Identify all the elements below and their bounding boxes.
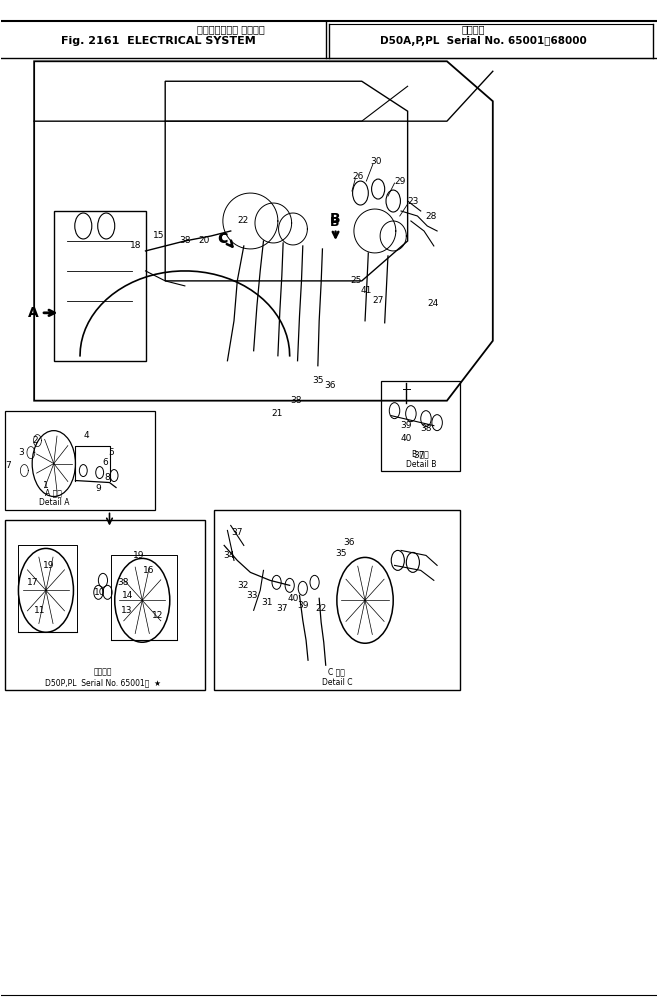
Text: 35: 35 <box>312 376 324 385</box>
Text: B 詳細
Detail B: B 詳細 Detail B <box>405 449 436 468</box>
Text: 30: 30 <box>370 156 382 165</box>
Text: 31: 31 <box>261 598 272 607</box>
Text: 17: 17 <box>27 578 39 587</box>
Text: 38: 38 <box>290 396 302 405</box>
Text: 4: 4 <box>84 431 89 440</box>
Text: 26: 26 <box>353 171 364 180</box>
Text: 7: 7 <box>5 461 11 470</box>
Text: 3: 3 <box>18 448 24 457</box>
Text: 適用号機
D50P,PL  Serial No. 65001～  ★: 適用号機 D50P,PL Serial No. 65001～ ★ <box>45 668 161 687</box>
Text: 40: 40 <box>288 594 299 603</box>
Text: A: A <box>28 306 55 320</box>
Text: B: B <box>330 216 339 229</box>
Text: 6: 6 <box>102 458 108 467</box>
Text: 39: 39 <box>297 601 309 610</box>
Text: 38: 38 <box>117 578 128 587</box>
Text: 37: 37 <box>276 604 288 613</box>
Text: 18: 18 <box>130 241 141 250</box>
Text: 19: 19 <box>133 551 145 560</box>
Text: 25: 25 <box>351 276 362 285</box>
Text: 11: 11 <box>34 606 45 615</box>
Text: 22: 22 <box>237 216 248 225</box>
Text: 37: 37 <box>232 528 243 537</box>
Text: 9: 9 <box>95 484 101 493</box>
Text: Fig. 2161  ELECTRICAL SYSTEM: Fig. 2161 ELECTRICAL SYSTEM <box>61 36 256 46</box>
Text: D50A,P,PL  Serial No. 65001～68000: D50A,P,PL Serial No. 65001～68000 <box>380 36 586 46</box>
Text: 21: 21 <box>271 409 282 418</box>
Text: 8: 8 <box>105 473 111 482</box>
Text: C: C <box>218 232 228 245</box>
Text: 22: 22 <box>316 604 327 613</box>
Text: 40: 40 <box>401 434 412 443</box>
Text: 2: 2 <box>33 436 38 445</box>
Text: 33: 33 <box>246 591 257 600</box>
Text: 23: 23 <box>407 196 418 205</box>
Text: 12: 12 <box>151 611 163 620</box>
Text: 28: 28 <box>425 211 436 220</box>
Text: B: B <box>330 212 341 237</box>
Text: 適用号機: 適用号機 <box>461 24 485 34</box>
Text: 38: 38 <box>420 424 432 433</box>
Text: 34: 34 <box>224 551 235 560</box>
Text: 37: 37 <box>414 451 425 460</box>
Text: 29: 29 <box>394 176 405 185</box>
Text: 24: 24 <box>427 299 438 308</box>
Text: 36: 36 <box>343 538 355 547</box>
Text: 41: 41 <box>361 286 372 295</box>
Text: 36: 36 <box>324 381 336 390</box>
Text: 27: 27 <box>372 296 384 305</box>
Text: 38: 38 <box>179 236 191 245</box>
Text: 5: 5 <box>109 448 114 457</box>
Text: 13: 13 <box>122 606 133 615</box>
Text: 14: 14 <box>122 591 133 600</box>
Text: C: C <box>218 232 228 246</box>
Text: 10: 10 <box>94 588 105 597</box>
Text: 39: 39 <box>401 421 412 430</box>
Text: 19: 19 <box>43 561 55 570</box>
Text: 1: 1 <box>43 481 49 490</box>
Text: 35: 35 <box>335 549 347 558</box>
Text: エレクトリカル システム: エレクトリカル システム <box>197 24 265 34</box>
Text: 20: 20 <box>199 236 210 245</box>
Text: C 詳細
Detail C: C 詳細 Detail C <box>322 668 352 687</box>
Text: 15: 15 <box>153 231 164 240</box>
Text: 32: 32 <box>237 581 248 590</box>
Text: A 詳細
Detail A: A 詳細 Detail A <box>39 488 69 508</box>
Text: 16: 16 <box>143 566 155 575</box>
